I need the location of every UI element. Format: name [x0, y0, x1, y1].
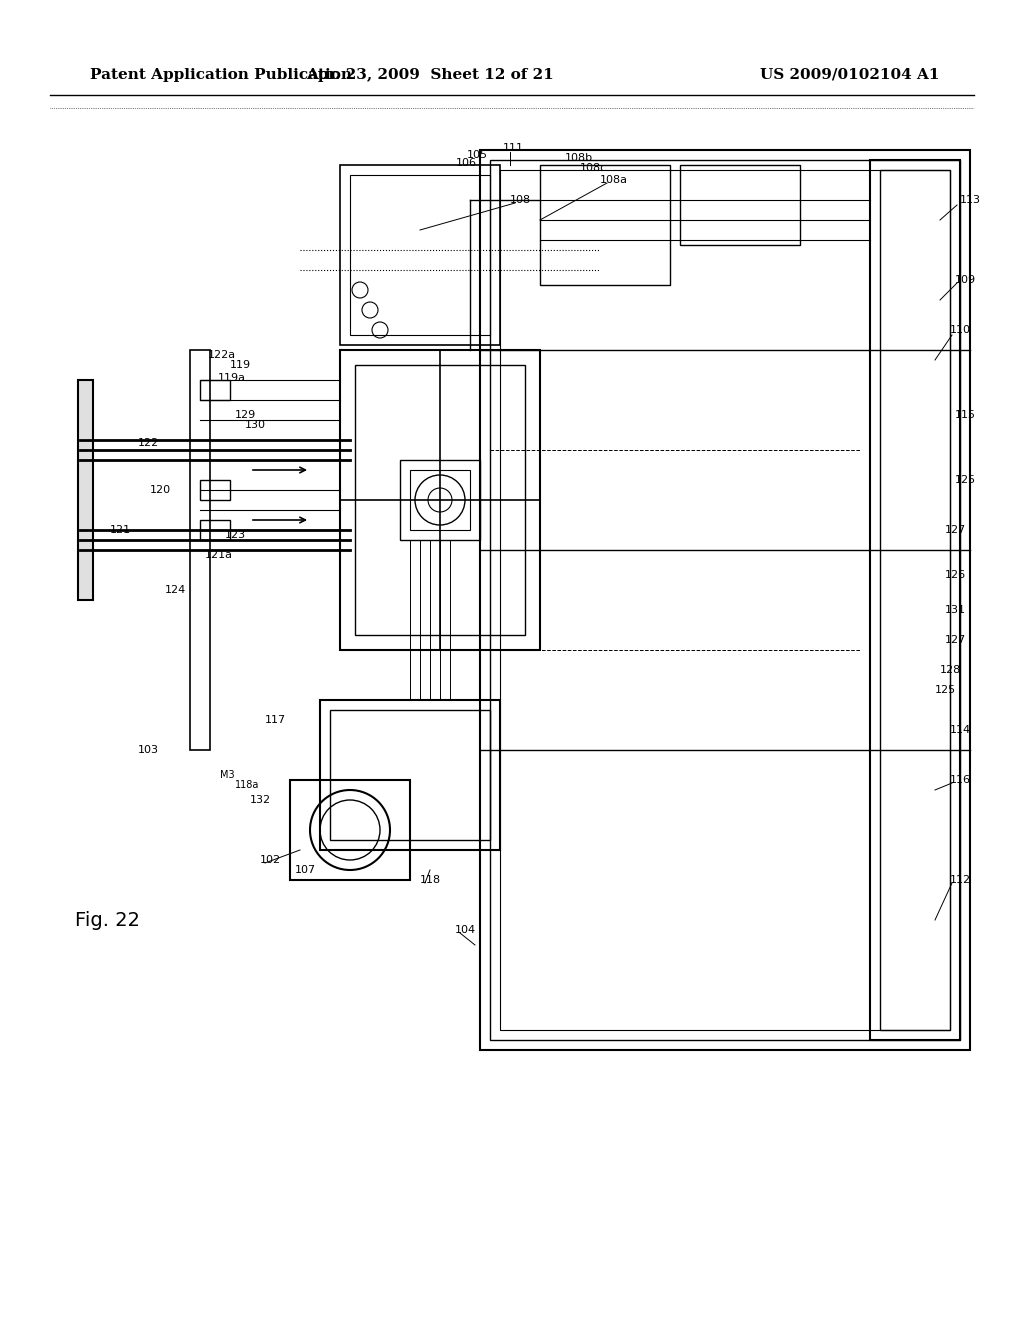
Text: 102: 102: [260, 855, 282, 865]
Text: 108a: 108a: [600, 176, 628, 185]
Text: 119a: 119a: [218, 374, 246, 383]
Bar: [78, 380, 93, 601]
Text: 111: 111: [503, 143, 524, 153]
Bar: [400, 459, 480, 540]
Text: 115: 115: [955, 411, 976, 420]
Bar: [200, 380, 230, 400]
Text: 127: 127: [945, 525, 967, 535]
Text: Apr. 23, 2009  Sheet 12 of 21: Apr. 23, 2009 Sheet 12 of 21: [306, 69, 554, 82]
Bar: [319, 700, 500, 850]
Text: 109: 109: [955, 275, 976, 285]
Text: 119: 119: [230, 360, 251, 370]
Text: US 2009/0102104 A1: US 2009/0102104 A1: [760, 69, 940, 82]
Bar: [480, 150, 970, 1049]
Text: 125: 125: [955, 475, 976, 484]
Text: 108: 108: [510, 195, 531, 205]
Bar: [330, 710, 490, 840]
Text: 117: 117: [265, 715, 286, 725]
Text: 108b: 108b: [565, 153, 593, 162]
Text: 108c: 108c: [580, 162, 607, 173]
Bar: [410, 470, 470, 531]
Bar: [190, 350, 210, 750]
Text: 114: 114: [950, 725, 971, 735]
Text: 120: 120: [150, 484, 171, 495]
Bar: [290, 780, 410, 880]
Bar: [355, 366, 525, 635]
Text: Patent Application Publication: Patent Application Publication: [90, 69, 352, 82]
Bar: [350, 176, 490, 335]
Text: 113: 113: [961, 195, 981, 205]
Bar: [540, 165, 670, 285]
Bar: [490, 160, 961, 1040]
Text: 131: 131: [945, 605, 966, 615]
Text: 106: 106: [456, 158, 477, 168]
Text: 132: 132: [250, 795, 271, 805]
Text: 107: 107: [295, 865, 316, 875]
Text: 126: 126: [945, 570, 966, 579]
Bar: [200, 480, 230, 500]
Text: 118a: 118a: [234, 780, 259, 789]
Text: 127: 127: [945, 635, 967, 645]
Text: 105: 105: [467, 150, 488, 160]
Text: 118: 118: [420, 875, 441, 884]
Bar: [500, 170, 950, 1030]
Text: 124: 124: [165, 585, 186, 595]
Text: M3: M3: [220, 770, 234, 780]
Bar: [340, 350, 540, 649]
Bar: [340, 165, 500, 345]
Text: Fig. 22: Fig. 22: [75, 911, 140, 929]
Text: 103: 103: [138, 744, 159, 755]
Text: 121a: 121a: [205, 550, 233, 560]
Bar: [880, 170, 950, 1030]
Text: 110: 110: [950, 325, 971, 335]
Text: 122: 122: [138, 438, 160, 447]
Text: 128: 128: [940, 665, 962, 675]
Bar: [680, 165, 800, 246]
Text: 122a: 122a: [208, 350, 237, 360]
Text: 125: 125: [935, 685, 956, 696]
Text: 116: 116: [950, 775, 971, 785]
Bar: [200, 520, 230, 540]
Text: 130: 130: [245, 420, 266, 430]
Text: 104: 104: [455, 925, 476, 935]
Bar: [870, 160, 961, 1040]
Text: 129: 129: [234, 411, 256, 420]
Text: 112: 112: [950, 875, 971, 884]
Text: 121: 121: [110, 525, 131, 535]
Text: 123: 123: [225, 531, 246, 540]
